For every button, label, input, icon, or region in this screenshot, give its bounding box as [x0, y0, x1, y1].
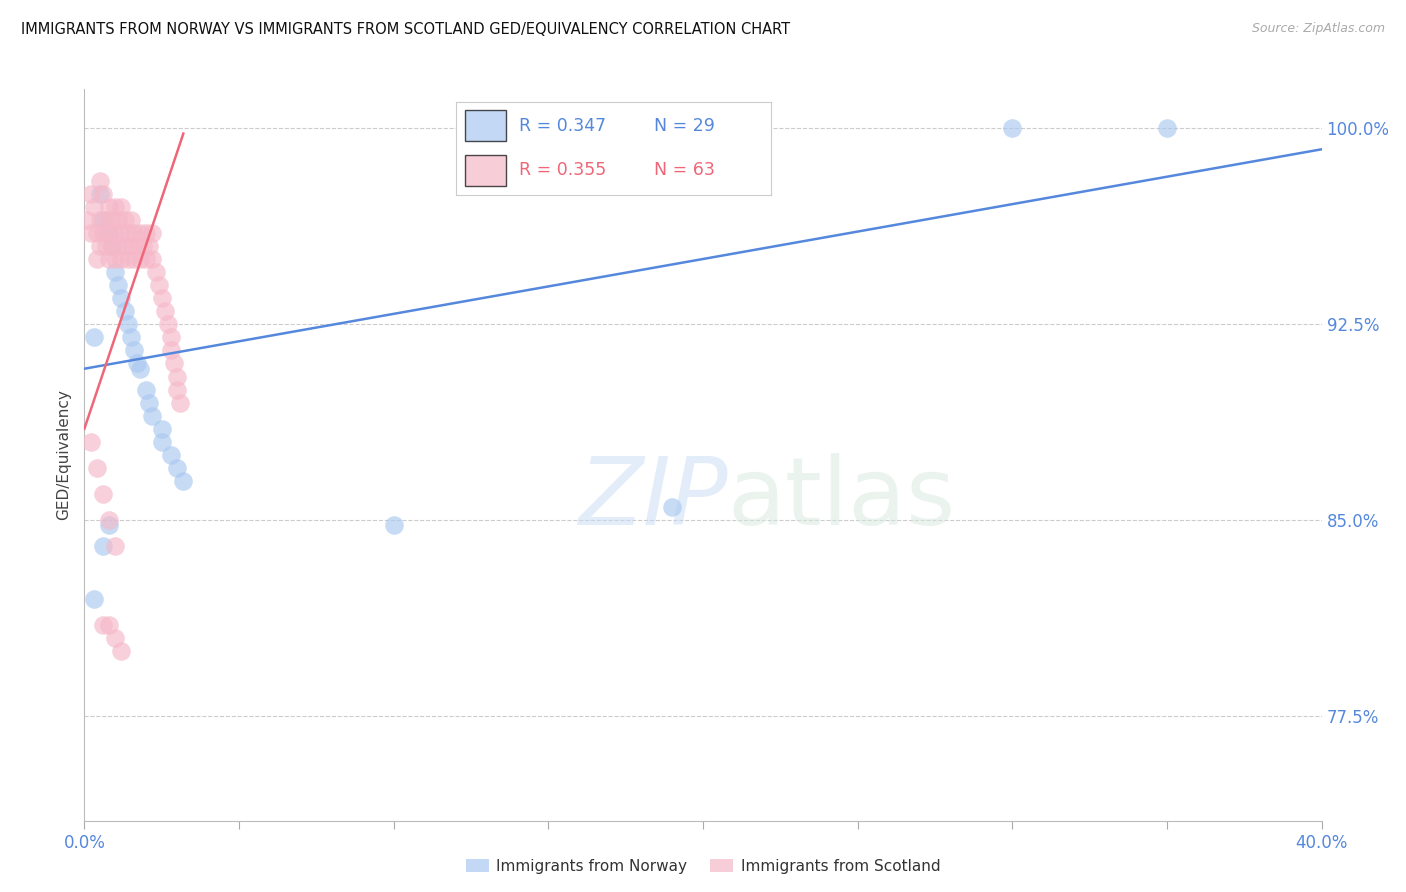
Text: ZIP: ZIP: [578, 453, 728, 544]
Point: [145, 265, 167, 279]
Point: [117, 226, 139, 240]
Point: [117, 252, 139, 266]
Point: [135, 226, 157, 240]
Point: [125, 357, 148, 371]
Legend: Immigrants from Norway, Immigrants from Scotland: Immigrants from Norway, Immigrants from …: [460, 853, 946, 880]
Point: [114, 239, 136, 253]
Point: [160, 448, 183, 462]
Point: [89, 212, 111, 227]
Point: [150, 291, 173, 305]
Point: [86, 226, 108, 240]
Point: [120, 239, 142, 253]
Point: [76, 212, 98, 227]
Point: [1001, 121, 1024, 136]
Point: [122, 252, 145, 266]
Point: [138, 395, 160, 409]
Point: [153, 304, 176, 318]
Point: [114, 212, 136, 227]
Text: IMMIGRANTS FROM NORWAY VS IMMIGRANTS FROM SCOTLAND GED/EQUIVALENCY CORRELATION C: IMMIGRANTS FROM NORWAY VS IMMIGRANTS FRO…: [21, 22, 790, 37]
Point: [89, 186, 111, 201]
Point: [382, 518, 405, 533]
Point: [79, 186, 101, 201]
Point: [79, 434, 101, 449]
Point: [110, 252, 132, 266]
Point: [91, 487, 114, 501]
Point: [156, 318, 179, 332]
Point: [101, 239, 124, 253]
Point: [83, 200, 105, 214]
Point: [163, 357, 186, 371]
Point: [104, 200, 127, 214]
Point: [122, 226, 145, 240]
Point: [89, 239, 111, 253]
Point: [160, 330, 183, 344]
Point: [117, 318, 139, 332]
Point: [91, 212, 114, 227]
Point: [150, 422, 173, 436]
Point: [98, 513, 121, 527]
Text: Source: ZipAtlas.com: Source: ZipAtlas.com: [1251, 22, 1385, 36]
Point: [86, 461, 108, 475]
Point: [91, 540, 114, 554]
Point: [110, 644, 132, 658]
Point: [129, 361, 152, 376]
Point: [94, 212, 117, 227]
Point: [101, 212, 124, 227]
Point: [129, 226, 152, 240]
Point: [141, 409, 163, 423]
Point: [129, 252, 152, 266]
Point: [138, 239, 160, 253]
Point: [114, 304, 136, 318]
Point: [150, 434, 173, 449]
Point: [98, 518, 121, 533]
Point: [172, 474, 194, 488]
Point: [122, 343, 145, 358]
Point: [104, 540, 127, 554]
Point: [135, 252, 157, 266]
Point: [94, 239, 117, 253]
Point: [104, 252, 127, 266]
Point: [104, 265, 127, 279]
Y-axis label: GED/Equivalency: GED/Equivalency: [56, 390, 72, 520]
Point: [135, 383, 157, 397]
Point: [91, 617, 114, 632]
Point: [107, 212, 129, 227]
Point: [91, 226, 114, 240]
Point: [120, 212, 142, 227]
Point: [104, 631, 127, 645]
Point: [98, 617, 121, 632]
Point: [166, 461, 188, 475]
Point: [141, 226, 163, 240]
Point: [101, 239, 124, 253]
Point: [98, 252, 121, 266]
Point: [98, 226, 121, 240]
Point: [89, 174, 111, 188]
Point: [110, 291, 132, 305]
Point: [79, 226, 101, 240]
Point: [661, 500, 683, 515]
Point: [107, 239, 129, 253]
Point: [104, 226, 127, 240]
Point: [110, 226, 132, 240]
Point: [98, 200, 121, 214]
Point: [166, 369, 188, 384]
Point: [83, 591, 105, 606]
Point: [169, 395, 191, 409]
Point: [91, 186, 114, 201]
Point: [83, 330, 105, 344]
Point: [160, 343, 183, 358]
Point: [120, 330, 142, 344]
Point: [166, 383, 188, 397]
Point: [107, 278, 129, 293]
Point: [132, 239, 155, 253]
Text: atlas: atlas: [728, 453, 956, 545]
Point: [125, 239, 148, 253]
Point: [98, 226, 121, 240]
Point: [1156, 121, 1178, 136]
Point: [148, 278, 170, 293]
Point: [86, 252, 108, 266]
Point: [141, 252, 163, 266]
Point: [110, 200, 132, 214]
